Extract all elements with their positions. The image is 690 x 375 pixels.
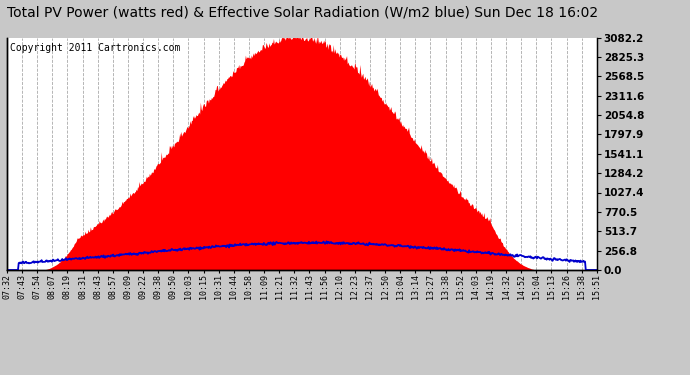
- Text: Total PV Power (watts red) & Effective Solar Radiation (W/m2 blue) Sun Dec 18 16: Total PV Power (watts red) & Effective S…: [7, 6, 598, 20]
- Text: Copyright 2011 Cartronics.com: Copyright 2011 Cartronics.com: [10, 44, 180, 53]
